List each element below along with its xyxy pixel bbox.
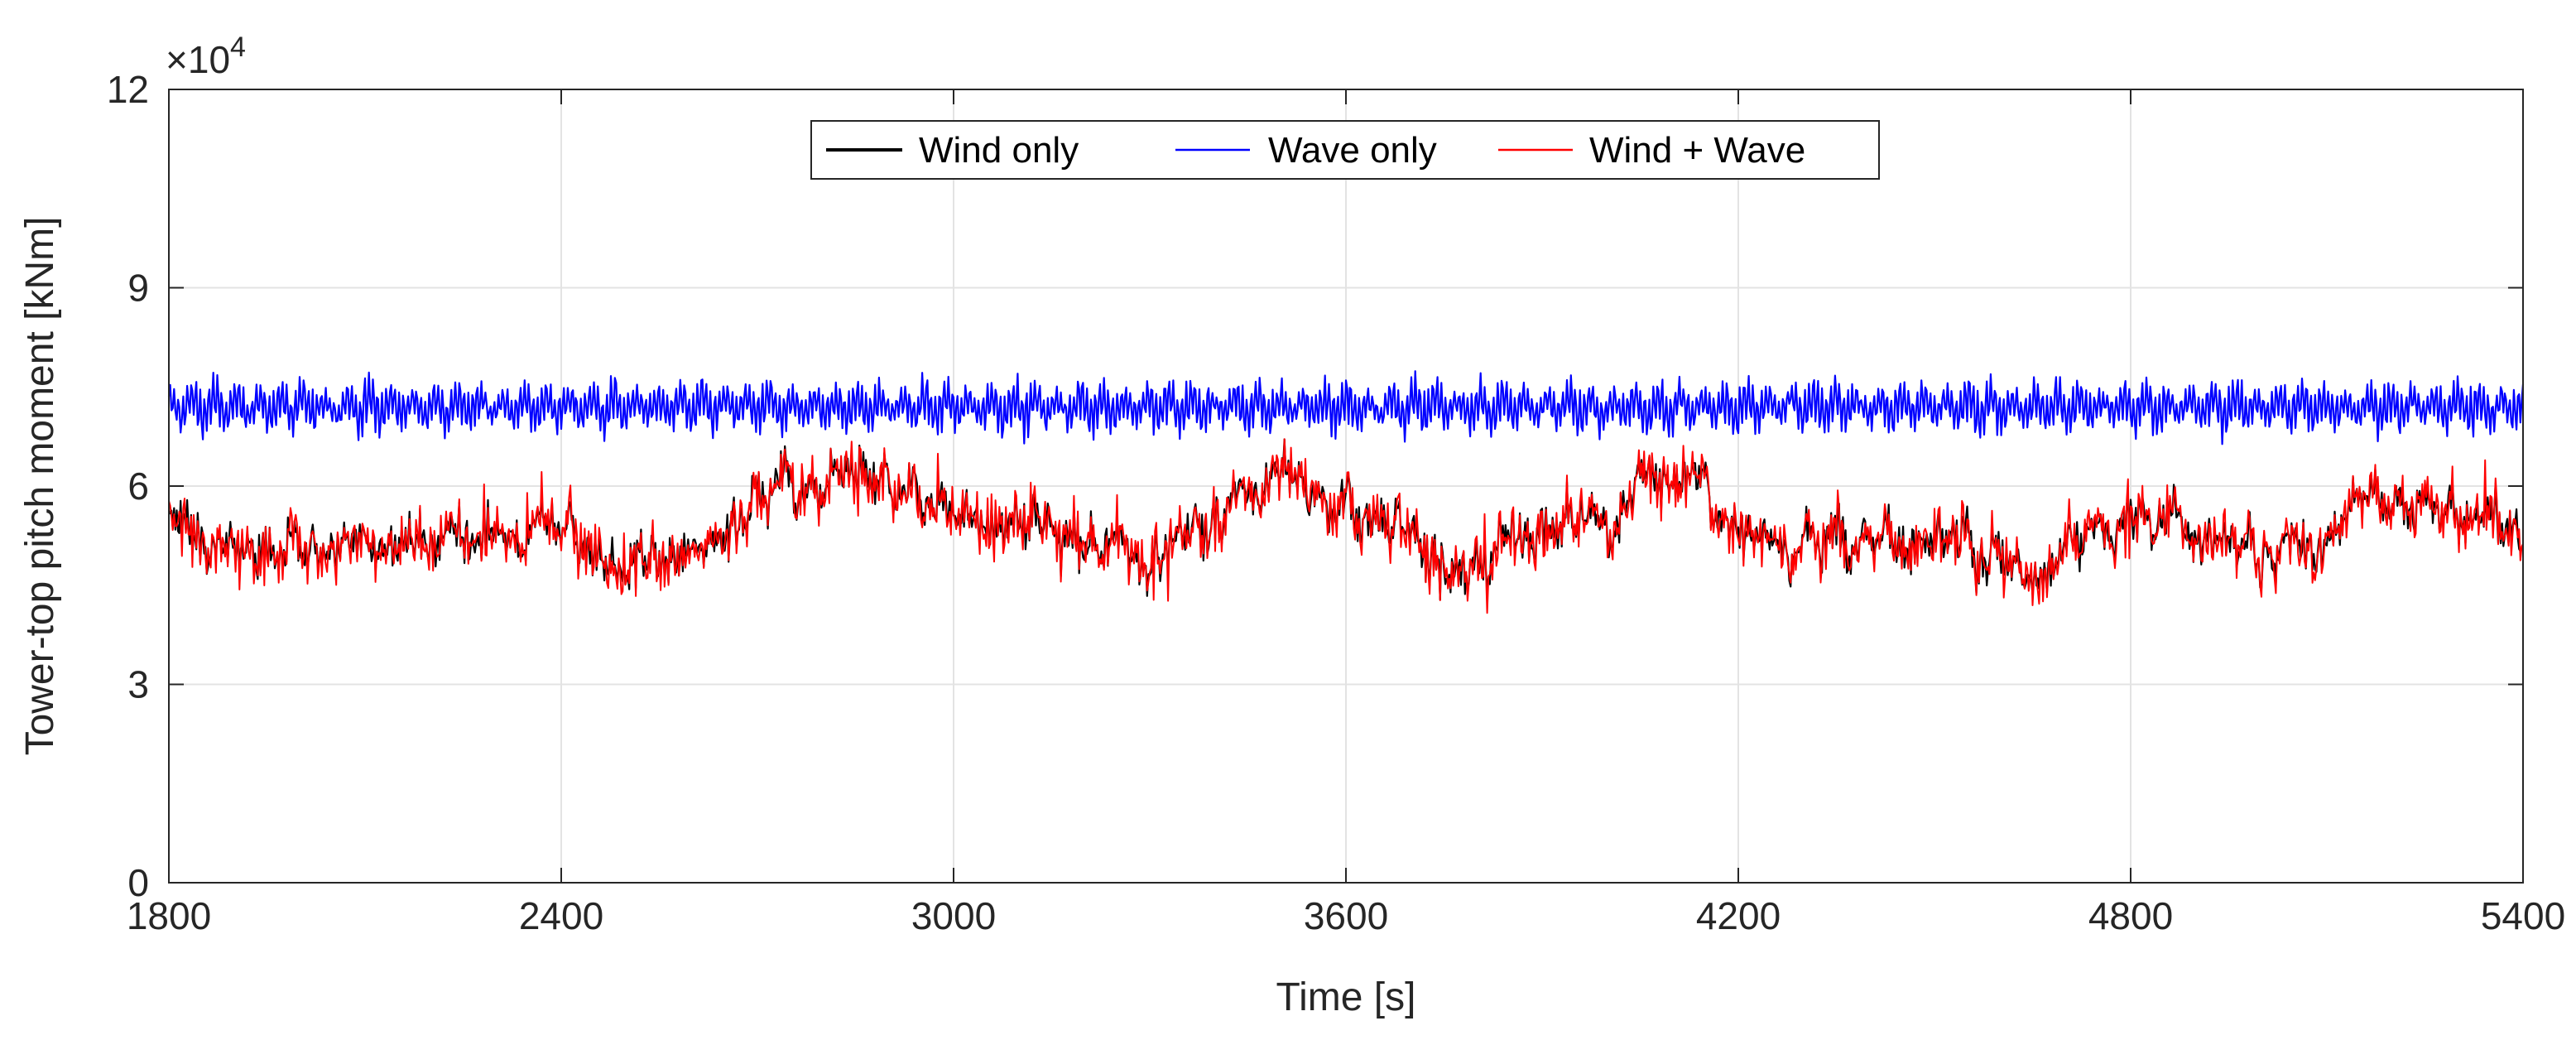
y-tick-label: 12 — [107, 68, 149, 111]
y-axis-exponent-base: ×10 — [166, 38, 230, 81]
x-axis-title: Time [s] — [1276, 975, 1416, 1019]
x-tick-label: 4800 — [2088, 894, 2173, 937]
series-line-wave-only — [167, 370, 2525, 445]
ticks — [168, 89, 2524, 884]
y-axis-exponent: ×104 — [166, 31, 246, 81]
legend-label-wind-wave: Wind + Wave — [1589, 130, 1805, 171]
y-tick-label: 6 — [127, 465, 149, 508]
y-tick-label: 3 — [127, 663, 149, 706]
y-axis-title: Tower-top pitch moment [kNm] — [18, 217, 62, 756]
x-tick-label: 5400 — [2481, 894, 2565, 937]
x-tick-label: 3000 — [911, 894, 996, 937]
x-tick-label: 4200 — [1696, 894, 1781, 937]
tick-labels: 1800 2400 3000 3600 4200 4800 5400 0 3 6 9 12 — [107, 68, 2565, 937]
legend-box — [810, 120, 1880, 180]
x-tick-label: 2400 — [519, 894, 603, 937]
legend-label-wave-only: Wave only — [1268, 130, 1437, 171]
legend-label-wind-only: Wind only — [919, 130, 1079, 171]
y-tick-label: 0 — [127, 861, 149, 904]
y-axis-exponent-power: 4 — [230, 31, 246, 63]
series-layer — [167, 370, 2525, 614]
x-tick-label: 3600 — [1304, 894, 1388, 937]
legend: Wind only Wave only Wind + Wave — [810, 120, 1880, 180]
series-line-wind-wave — [168, 438, 2524, 614]
x-tick-label: 1800 — [127, 894, 211, 937]
y-tick-label: 9 — [127, 267, 149, 310]
